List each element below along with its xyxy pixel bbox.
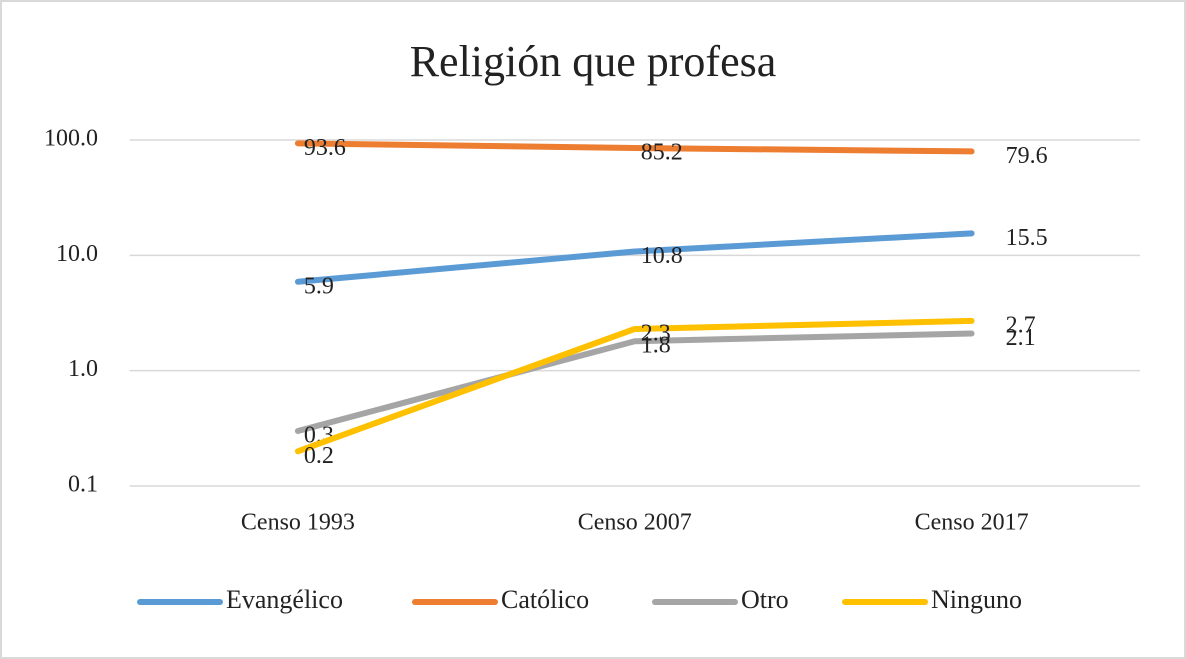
data-label: 2.1 <box>1006 325 1036 351</box>
data-label: 15.5 <box>1006 225 1048 251</box>
data-label: 2.7 <box>1006 312 1036 338</box>
x-tick-label: Censo 1993 <box>241 510 355 536</box>
y-tick-label: 1.0 <box>68 356 98 382</box>
data-label: 85.2 <box>641 140 683 166</box>
data-label: 0.2 <box>304 443 334 469</box>
y-tick-label: 100.0 <box>44 126 98 152</box>
data-label: 10.8 <box>641 243 683 269</box>
series-line <box>294 317 975 455</box>
y-tick-label: 10.0 <box>56 241 98 267</box>
legend-label: Otro <box>741 585 789 614</box>
data-label: 5.9 <box>304 273 334 299</box>
x-tick-label: Censo 2017 <box>915 510 1029 536</box>
data-label: 2.3 <box>641 320 671 346</box>
series-line <box>294 140 975 155</box>
data-label: 1.8 <box>641 333 671 359</box>
series-line <box>294 230 975 285</box>
legend-label: Ninguno <box>931 585 1022 614</box>
chart-title: Religión que profesa <box>410 37 777 86</box>
series-line <box>294 330 975 434</box>
y-tick-label: 0.1 <box>68 472 98 498</box>
legend-label: Católico <box>501 585 589 614</box>
legend-label: Evangélico <box>226 585 343 614</box>
x-tick-label: Censo 2007 <box>578 510 692 536</box>
data-label: 79.6 <box>1006 143 1048 169</box>
data-label: 93.6 <box>304 135 346 161</box>
